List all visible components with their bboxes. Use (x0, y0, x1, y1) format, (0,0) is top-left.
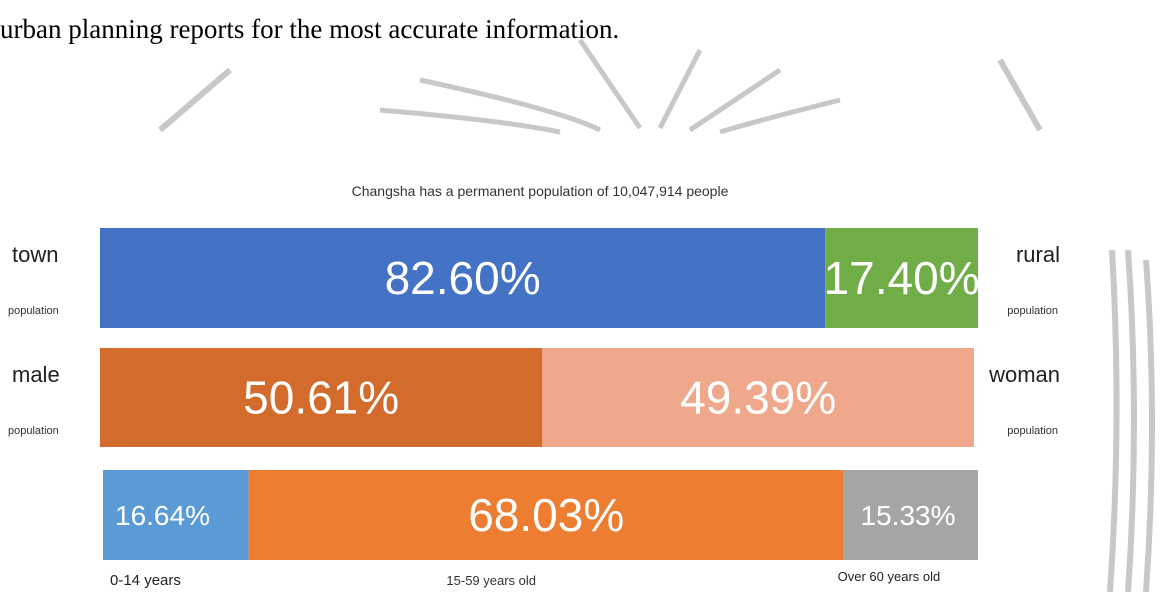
bar-segment (103, 470, 249, 560)
row-sublabel: population (8, 425, 59, 437)
row-sublabel: population (1007, 425, 1058, 437)
bar-segment (843, 470, 978, 560)
value-label: 16.64% (115, 500, 210, 531)
value-label: 68.03% (468, 489, 624, 541)
value-label: 82.60% (385, 252, 541, 304)
body-text: urban planning reports for the most accu… (0, 14, 619, 44)
value-label: 50.61% (243, 372, 399, 424)
segment-label: 0-14 years (110, 572, 181, 589)
chart-title: Changsha has a permanent population of 1… (352, 183, 729, 199)
bar-segment (542, 348, 974, 447)
value-label: 49.39% (680, 372, 836, 424)
watermark (158, 38, 1155, 592)
bar-segment (248, 470, 844, 560)
segment-label: Over 60 years old (838, 569, 941, 584)
row-label: rural (1016, 242, 1060, 267)
row-label: town (12, 242, 58, 267)
segment-label: 15-59 years old (446, 573, 536, 588)
row-sublabel: population (1007, 305, 1058, 317)
row-label: male (12, 362, 60, 387)
row-label: woman (988, 362, 1060, 387)
value-label: 15.33% (861, 500, 956, 531)
chart: 82.60% 17.40% town population rural populatio… (8, 228, 1060, 589)
bar-segment (825, 228, 978, 328)
value-label: 17.40% (824, 252, 980, 304)
bar-segment (100, 228, 826, 328)
bar-segment (100, 348, 543, 447)
row-sublabel: population (8, 305, 59, 317)
